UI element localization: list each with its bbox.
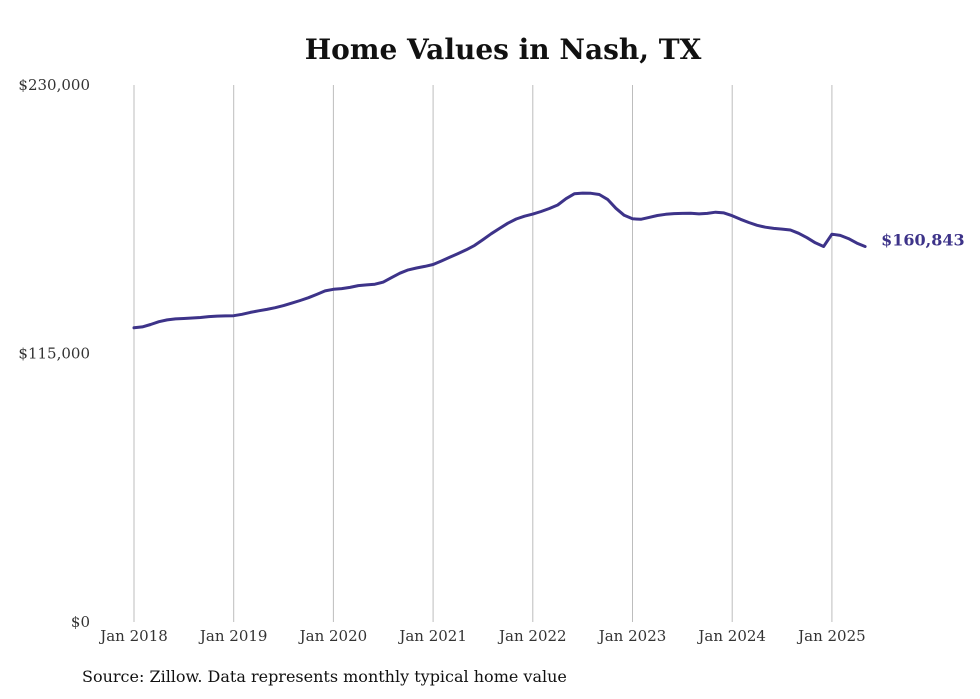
x-tick-label: Jan 2025 [796, 627, 866, 645]
y-axis-tick-labels: $0 $115,000 $230,000 [18, 76, 90, 631]
x-tick-label: Jan 2021 [397, 627, 467, 645]
series-line [132, 191, 867, 330]
x-tick-label: Jan 2023 [597, 627, 667, 645]
y-tick-label: $115,000 [18, 345, 90, 363]
end-value-label: $160,843 [881, 230, 965, 249]
x-tick-label: Jan 2024 [696, 627, 766, 645]
x-tick-label: Jan 2022 [497, 627, 567, 645]
x-tick-label: Jan 2020 [298, 627, 368, 645]
series-layer: $160,843 [132, 191, 965, 330]
vertical-grid [133, 85, 833, 622]
x-tick-label: Jan 2018 [98, 627, 168, 645]
chart-title: Home Values in Nash, TX [305, 33, 702, 66]
source-note: Source: Zillow. Data represents monthly … [82, 667, 567, 686]
y-tick-label: $0 [71, 613, 90, 631]
x-tick-label: Jan 2019 [198, 627, 268, 645]
y-tick-label: $230,000 [18, 76, 90, 94]
x-axis-tick-labels: Jan 2018 Jan 2019 Jan 2020 Jan 2021 Jan 2022… [98, 627, 865, 645]
